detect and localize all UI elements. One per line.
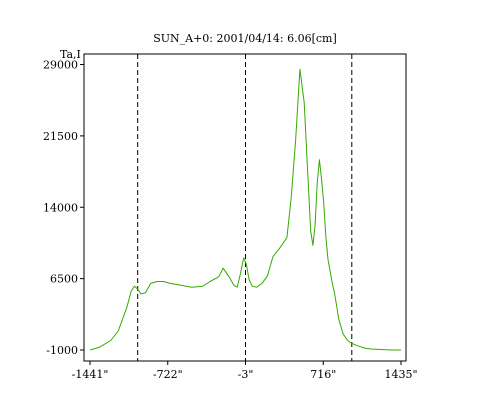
chart-title: SUN_A+0: 2001/04/14: 6.06[cm] [153,32,337,45]
y-tick-label: 14000 [43,201,78,214]
y-tick-label: 6500 [50,273,78,286]
x-tick-label: 716" [310,368,336,381]
x-tick-label: -722" [153,368,183,381]
y-tick-label: 29000 [43,59,78,72]
y-tick-label: 21500 [43,130,78,143]
x-tick-label: 1435" [384,368,417,381]
y-axis-label: Ta,I [60,48,81,61]
y-tick-label: -1000 [46,344,78,357]
x-tick-label: -3" [238,368,254,381]
series-line [89,68,401,351]
x-tick-label: -1441" [72,368,109,381]
